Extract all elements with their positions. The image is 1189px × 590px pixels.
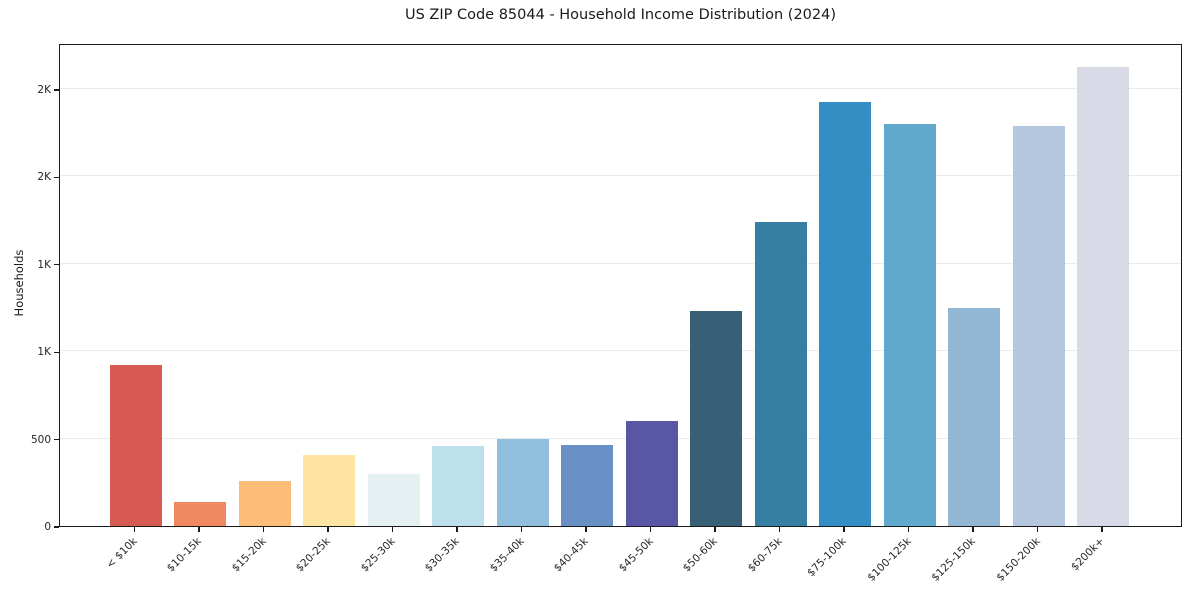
x-tick-mark: [327, 527, 329, 532]
x-tick-mark: [198, 527, 200, 532]
x-tick-mark: [972, 527, 974, 532]
x-tick-mark: [520, 527, 523, 532]
x-tick-mark: [907, 527, 910, 532]
bar-$30-35k: [432, 445, 484, 526]
x-tick-mark: [714, 527, 716, 532]
y-axis-label: Households: [12, 249, 26, 317]
y-tick-mark: [54, 351, 59, 353]
x-tick-mark: [778, 527, 781, 532]
x-tick-mark: [843, 527, 845, 532]
bar-$50-60k: [690, 310, 742, 526]
bar-$45-50k: [625, 421, 678, 526]
x-tick-mark: [585, 527, 587, 532]
y-tick-label: 1K: [37, 346, 51, 359]
gridline: [60, 262, 1181, 264]
x-tick-mark: [1036, 527, 1039, 532]
x-tick-mark: [1101, 527, 1103, 532]
x-tick-mark: [649, 527, 652, 532]
bar-$15-20k: [238, 481, 291, 526]
bar-$200k+: [1077, 67, 1129, 526]
plot-area: [59, 44, 1182, 527]
bar-$40-45k: [561, 444, 613, 526]
x-tick-mark: [262, 527, 265, 532]
gridline: [60, 175, 1181, 177]
bar-$60-75k: [754, 221, 807, 526]
bar-$20-25k: [303, 455, 355, 526]
y-tick-label: 2K: [37, 171, 51, 184]
x-tick-label: < $10k: [103, 535, 140, 571]
y-tick-label: 1K: [37, 258, 51, 271]
bar-$100-125k: [883, 123, 936, 526]
x-tick-mark: [133, 527, 136, 532]
bar-$25-30k: [367, 473, 420, 526]
bar-$150-200k: [1012, 125, 1065, 526]
y-tick-mark: [54, 438, 59, 441]
bar-$125-150k: [948, 308, 1000, 526]
y-tick-mark: [54, 89, 59, 91]
bar-< $10k: [109, 365, 162, 526]
y-tick-label: 2K: [37, 83, 51, 96]
gridline: [60, 437, 1181, 439]
bar-$35-40k: [496, 438, 549, 526]
y-tick-label: 0: [44, 521, 51, 533]
chart-title: US ZIP Code 85044 - Household Income Dis…: [404, 7, 837, 23]
gridline: [60, 350, 1181, 352]
y-tick-mark: [54, 264, 59, 266]
y-tick-mark: [54, 526, 59, 528]
bar-$10-15k: [174, 502, 226, 526]
y-tick-mark: [54, 176, 59, 178]
gridline: [60, 87, 1181, 89]
bar-$75-100k: [819, 102, 871, 526]
y-tick-label: 500: [30, 433, 51, 446]
x-tick-mark: [391, 527, 394, 532]
x-tick-mark: [456, 527, 458, 532]
